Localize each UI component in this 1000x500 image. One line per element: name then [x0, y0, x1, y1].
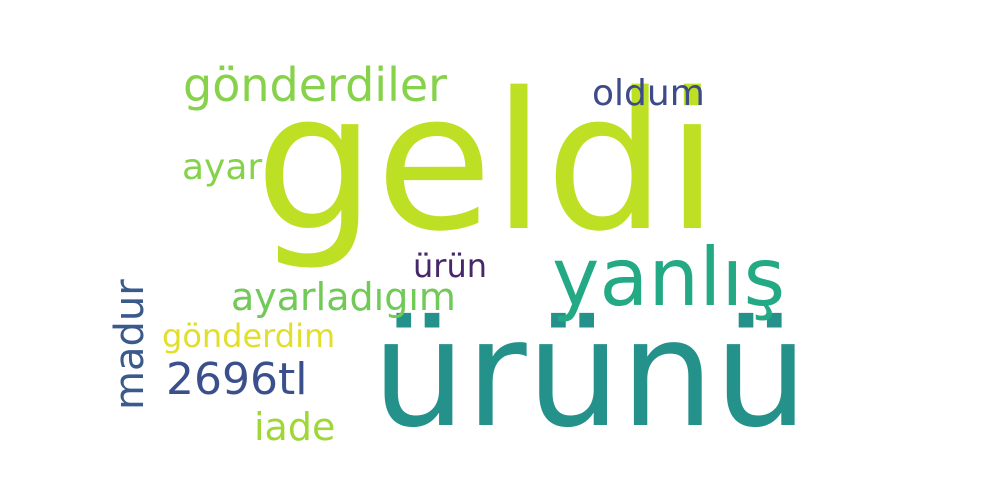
word-gonderdim: gönderdim [162, 317, 336, 355]
word-urunu: ürünü [372, 288, 809, 460]
word-urun: ürün [413, 247, 487, 285]
word-ayarladigim: ayarladıgım [231, 275, 456, 319]
word-ayar: ayar [182, 147, 263, 188]
word-yanlis: yanlış [552, 231, 786, 324]
word-madur: madur [107, 279, 153, 410]
word-geldi: geldi [255, 52, 719, 273]
word-gonderdiler: gönderdiler [183, 58, 448, 112]
word-2696tl: 2696tl [166, 354, 308, 405]
word-iade: iade [254, 405, 336, 449]
word-oldum: oldum [592, 73, 705, 114]
